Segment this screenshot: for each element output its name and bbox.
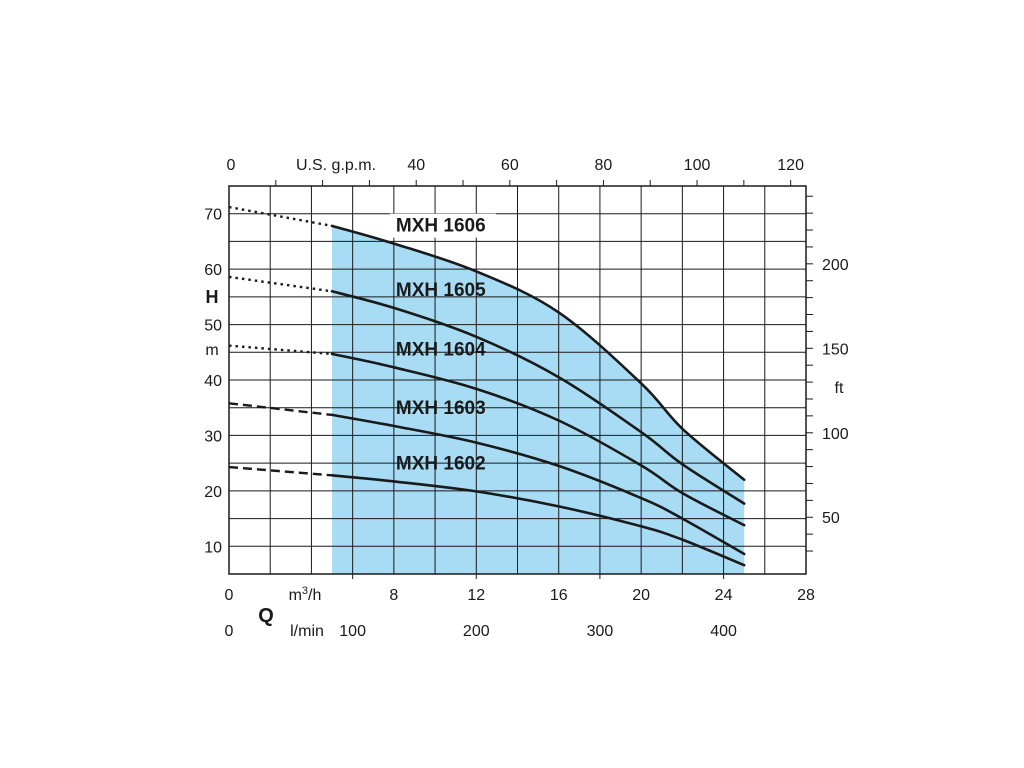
top-tick-label: 120 <box>777 157 804 174</box>
x-tick-label: 8 <box>389 587 398 604</box>
bottom-axis2-unit: l/min <box>290 623 324 640</box>
right-tick-label: 150 <box>822 341 849 358</box>
series-curves <box>228 205 746 567</box>
y-tick-label: 10 <box>204 539 222 556</box>
x-tick-label: 20 <box>632 587 650 604</box>
unit-superscript: 3 <box>302 585 308 597</box>
unit-tail: /h <box>308 587 321 604</box>
y-tick-label: 60 <box>204 262 222 279</box>
unit-base: m <box>289 587 302 604</box>
right-tick-label: 50 <box>822 510 840 527</box>
curve-mxh-1606 <box>330 224 746 482</box>
curve-extension-mxh-1605 <box>228 275 333 293</box>
curve-mxh-1604 <box>330 352 746 527</box>
bottom-axis-unit: m3/h <box>289 585 322 604</box>
y-tick-label: 50 <box>204 318 222 335</box>
x-tick-label: 28 <box>797 587 815 604</box>
lmin-tick-label: 200 <box>463 623 490 640</box>
x-tick-label: 24 <box>715 587 733 604</box>
curve-mxh-1603 <box>330 413 746 556</box>
top-tick-label: 80 <box>595 157 613 174</box>
grid <box>228 180 813 579</box>
top-tick-label: 40 <box>407 157 425 174</box>
x-tick-label: 16 <box>550 587 568 604</box>
top-axis-unit: U.S. g.p.m. <box>296 157 376 174</box>
x-tick-label: 12 <box>467 587 485 604</box>
x-axis-symbol: Q <box>258 605 274 627</box>
right-tick-label: 100 <box>822 426 849 443</box>
series-label-backdrop <box>389 213 496 238</box>
y-axis-unit: m <box>205 342 218 359</box>
y-tick-label: 30 <box>204 428 222 445</box>
curve-extension-mxh-1602 <box>228 465 333 477</box>
lmin-tick-label: 300 <box>587 623 614 640</box>
y-tick-label: 20 <box>204 484 222 501</box>
lmin-tick-label: 400 <box>710 623 737 640</box>
curve-mxh-1602 <box>330 474 746 567</box>
lmin-tick-label: 0 <box>225 623 234 640</box>
series-label: MXH 1605 <box>396 280 486 301</box>
curve-extension-mxh-1606 <box>228 205 333 228</box>
top-tick-label: 100 <box>684 157 711 174</box>
series-label: MXH 1603 <box>396 398 486 419</box>
y-axis-symbol: H <box>206 287 219 307</box>
top-tick-label: 0 <box>227 157 236 174</box>
right-axis-unit: ft <box>835 380 844 397</box>
curve-extension-mxh-1603 <box>228 402 333 417</box>
x-tick-label: 0 <box>225 587 234 604</box>
series-labels: MXH 1602 MXH 1603 MXH 1604 MXH 1605 MXH 1606 <box>389 213 496 474</box>
right-tick-label: 200 <box>822 257 849 274</box>
y-tick-label: 70 <box>204 207 222 224</box>
series-label: MXH 1602 <box>396 453 486 474</box>
curve-extension-mxh-1604 <box>228 344 333 356</box>
curve-mxh-1605 <box>330 290 746 505</box>
series-label: MXH 1606 <box>396 216 486 237</box>
plot-frame <box>228 185 807 575</box>
lmin-tick-label: 100 <box>339 623 366 640</box>
series-label: MXH 1604 <box>396 339 486 360</box>
top-tick-label: 60 <box>501 157 519 174</box>
y-tick-label: 40 <box>204 373 222 390</box>
